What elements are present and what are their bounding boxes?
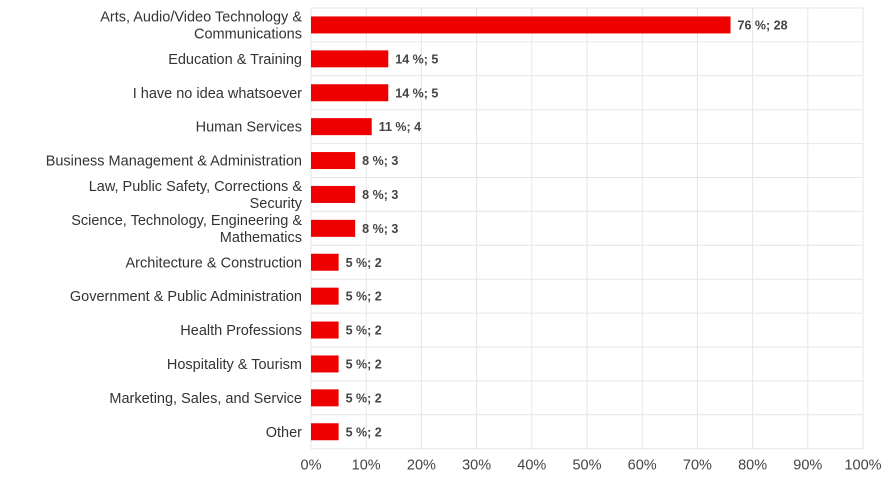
category-label-line: I have no idea whatsoever — [133, 86, 302, 102]
category-label-line: Health Professions — [180, 323, 302, 339]
category-label: Human Services — [196, 120, 302, 136]
data-label: 5 %; 2 — [346, 324, 382, 338]
x-tick-label: 0% — [301, 458, 322, 474]
category-label: Government & Public Administration — [70, 289, 302, 305]
bar — [311, 152, 356, 170]
bar — [311, 16, 731, 34]
bar — [311, 84, 389, 102]
data-label: 14 %; 5 — [395, 52, 438, 66]
bar — [311, 219, 356, 237]
x-axis-ticks: 0% 10% 20% 30% 40% 50% 60% 70% 80% 90% 100% — [301, 458, 882, 474]
data-label: 5 %; 2 — [346, 391, 382, 405]
data-label: 8 %; 3 — [362, 222, 398, 236]
bar — [311, 389, 339, 407]
bars — [311, 16, 731, 441]
data-label: 5 %; 2 — [346, 357, 382, 371]
data-labels: 76 %; 28 14 %; 5 14 %; 5 11 %; 4 8 %; 3 8 %; … — [346, 18, 788, 439]
data-label: 76 %; 28 — [738, 18, 788, 32]
category-label-line: Architecture & Construction — [126, 255, 303, 271]
category-label: I have no idea whatsoever — [133, 86, 302, 102]
bar — [311, 355, 339, 373]
category-label-line: Other — [266, 425, 302, 441]
x-tick-label: 40% — [517, 458, 546, 474]
category-label-line: Communications — [194, 26, 302, 42]
x-tick-label: 70% — [683, 458, 712, 474]
category-label: Arts, Audio/Video Technology & Communicat… — [100, 9, 302, 42]
bar — [311, 50, 389, 68]
data-label: 14 %; 5 — [395, 86, 438, 100]
category-label: Hospitality & Tourism — [167, 357, 302, 373]
category-label-line: Government & Public Administration — [70, 289, 302, 305]
x-tick-label: 30% — [462, 458, 491, 474]
bar — [311, 423, 339, 441]
bar — [311, 287, 339, 305]
category-label-line: Education & Training — [168, 52, 302, 68]
x-tick-label: 60% — [628, 458, 657, 474]
category-label-line: Science, Technology, Engineering & — [71, 213, 302, 229]
category-label: Health Professions — [180, 323, 302, 339]
category-label-line: Hospitality & Tourism — [167, 357, 302, 373]
data-label: 5 %; 2 — [346, 290, 382, 304]
category-label: Science, Technology, Engineering & Mathem… — [71, 213, 302, 246]
bar — [311, 253, 339, 271]
data-label: 11 %; 4 — [379, 120, 421, 134]
data-label: 8 %; 3 — [362, 188, 398, 202]
category-label-line: Marketing, Sales, and Service — [109, 391, 302, 407]
category-label: Business Management & Administration — [46, 154, 302, 170]
x-tick-label: 20% — [407, 458, 436, 474]
category-label-line: Human Services — [196, 120, 302, 136]
category-label: Education & Training — [168, 52, 302, 68]
category-label-line: Business Management & Administration — [46, 154, 302, 170]
x-tick-label: 90% — [793, 458, 822, 474]
category-label-line: Arts, Audio/Video Technology & — [100, 9, 302, 25]
bar — [311, 321, 339, 339]
x-tick-label: 50% — [572, 458, 601, 474]
category-label-line: Law, Public Safety, Corrections & — [89, 179, 303, 195]
x-tick-label: 10% — [352, 458, 381, 474]
category-label: Other — [266, 425, 302, 441]
x-tick-label: 80% — [738, 458, 767, 474]
bar — [311, 118, 372, 136]
category-labels: Arts, Audio/Video Technology & Communicat… — [46, 9, 303, 440]
data-label: 5 %; 2 — [346, 256, 382, 270]
data-label: 8 %; 3 — [362, 154, 398, 168]
bar — [311, 185, 356, 203]
category-label: Marketing, Sales, and Service — [109, 391, 302, 407]
x-tick-label: 100% — [844, 458, 881, 474]
category-label: Architecture & Construction — [126, 255, 303, 271]
category-label-line: Security — [250, 196, 303, 212]
grid — [310, 7, 864, 450]
category-label-line: Mathematics — [220, 230, 302, 246]
data-label: 5 %; 2 — [346, 425, 382, 439]
category-label: Law, Public Safety, Corrections & Securit… — [89, 179, 303, 212]
